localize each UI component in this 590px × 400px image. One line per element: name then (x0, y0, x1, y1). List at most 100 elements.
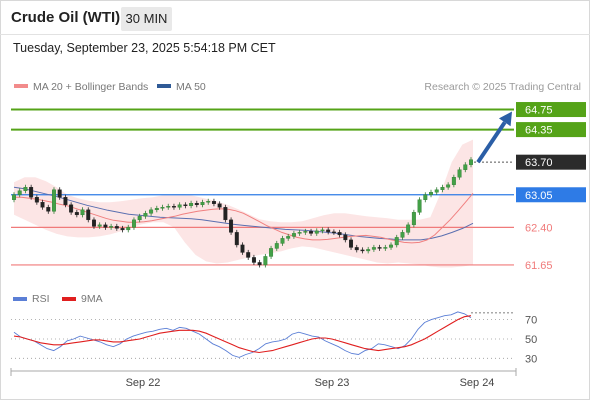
candle (34, 197, 39, 203)
candle (394, 237, 399, 246)
level-label-bg-64.75 (516, 102, 586, 118)
header-divider (0, 34, 590, 35)
x-tick-label-1: Sep 22 (126, 377, 161, 389)
level-label-bg-63.05 (516, 187, 586, 203)
legend-label-2: MA 50 (176, 81, 206, 93)
candle (411, 212, 416, 226)
candle (400, 232, 405, 238)
candle (406, 224, 411, 233)
candle (177, 204, 182, 208)
candle (343, 234, 348, 241)
candle (40, 202, 45, 208)
candle (80, 209, 85, 216)
candle (211, 201, 216, 204)
projection-arrow-head (498, 111, 512, 127)
candle (92, 219, 96, 227)
candle (280, 238, 285, 244)
candle (29, 187, 34, 198)
rsi-legend-swatch-2 (62, 297, 76, 301)
rsi-legend-label-1: RSI (32, 293, 50, 305)
candle (331, 231, 336, 234)
level-label-bg-63.70 (516, 154, 586, 170)
candle (149, 209, 154, 214)
candle (291, 233, 296, 237)
candle (69, 204, 74, 213)
rsi-series-9ma (13, 315, 472, 354)
candle (57, 189, 62, 198)
timeframe-button[interactable]: 30 MIN (121, 7, 172, 31)
instrument-title: Crude Oil (WTI) (11, 9, 121, 26)
candle (17, 190, 22, 195)
candle (434, 189, 439, 193)
candle (103, 224, 108, 228)
research-credit: Research © 2025 Trading Central (424, 81, 581, 93)
candle (131, 219, 136, 228)
candle (160, 207, 165, 209)
candle (200, 202, 205, 205)
candle (383, 247, 388, 249)
candle (446, 184, 451, 188)
candle (183, 204, 188, 206)
candle (120, 228, 125, 231)
candle (309, 231, 314, 234)
candle (86, 209, 91, 221)
candle (74, 212, 79, 216)
candle (194, 203, 199, 205)
level-label-61.65: 61.65 (525, 260, 553, 272)
legend-swatch-2 (157, 84, 171, 88)
candle (274, 243, 279, 249)
candle (326, 229, 331, 233)
candle (263, 256, 268, 266)
candle (97, 224, 102, 227)
candle (354, 247, 359, 251)
candle (12, 194, 16, 200)
level-label-64.75: 64.75 (525, 105, 553, 117)
candle (154, 208, 159, 211)
candle (234, 232, 239, 246)
rsi-tick-label-50: 50 (525, 334, 537, 346)
candle (297, 232, 302, 234)
candle (440, 187, 445, 190)
candle (46, 207, 51, 212)
candle (303, 231, 308, 233)
candle (457, 169, 462, 178)
candle (463, 164, 468, 170)
candle (251, 257, 256, 263)
candle (371, 247, 376, 250)
candle (240, 244, 245, 253)
candle (360, 249, 365, 252)
level-label-63.70: 63.70 (525, 157, 553, 169)
candle (52, 189, 56, 212)
candle (349, 239, 354, 248)
candle (223, 207, 228, 221)
candle (114, 226, 119, 229)
projection-arrow-shaft (476, 121, 507, 164)
candle (257, 262, 262, 266)
rsi-series-rsi (13, 311, 472, 358)
rsi-legend-swatch-1 (13, 297, 27, 301)
legend-swatch-1 (14, 84, 28, 88)
level-label-bg-64.35 (516, 122, 586, 138)
candle (189, 203, 194, 206)
candle (320, 229, 325, 232)
candle (423, 194, 428, 200)
candle (217, 203, 222, 208)
candle (166, 206, 171, 208)
candle (366, 249, 371, 252)
candle (23, 187, 28, 191)
x-tick-label-2: Sep 23 (315, 377, 350, 389)
x-tick-label-3: Sep 24 (460, 377, 495, 389)
candle (246, 252, 251, 258)
candle (269, 248, 274, 257)
level-label-62.40: 62.40 (525, 222, 553, 234)
candle (63, 197, 68, 205)
candle (229, 219, 234, 233)
candle (126, 227, 131, 231)
candle (109, 226, 114, 228)
rsi-tick-label-70: 70 (525, 315, 537, 327)
candle (429, 192, 433, 195)
candle (389, 244, 393, 248)
legend-label-1: MA 20 + Bollinger Bands (33, 81, 148, 93)
candle (171, 206, 176, 208)
